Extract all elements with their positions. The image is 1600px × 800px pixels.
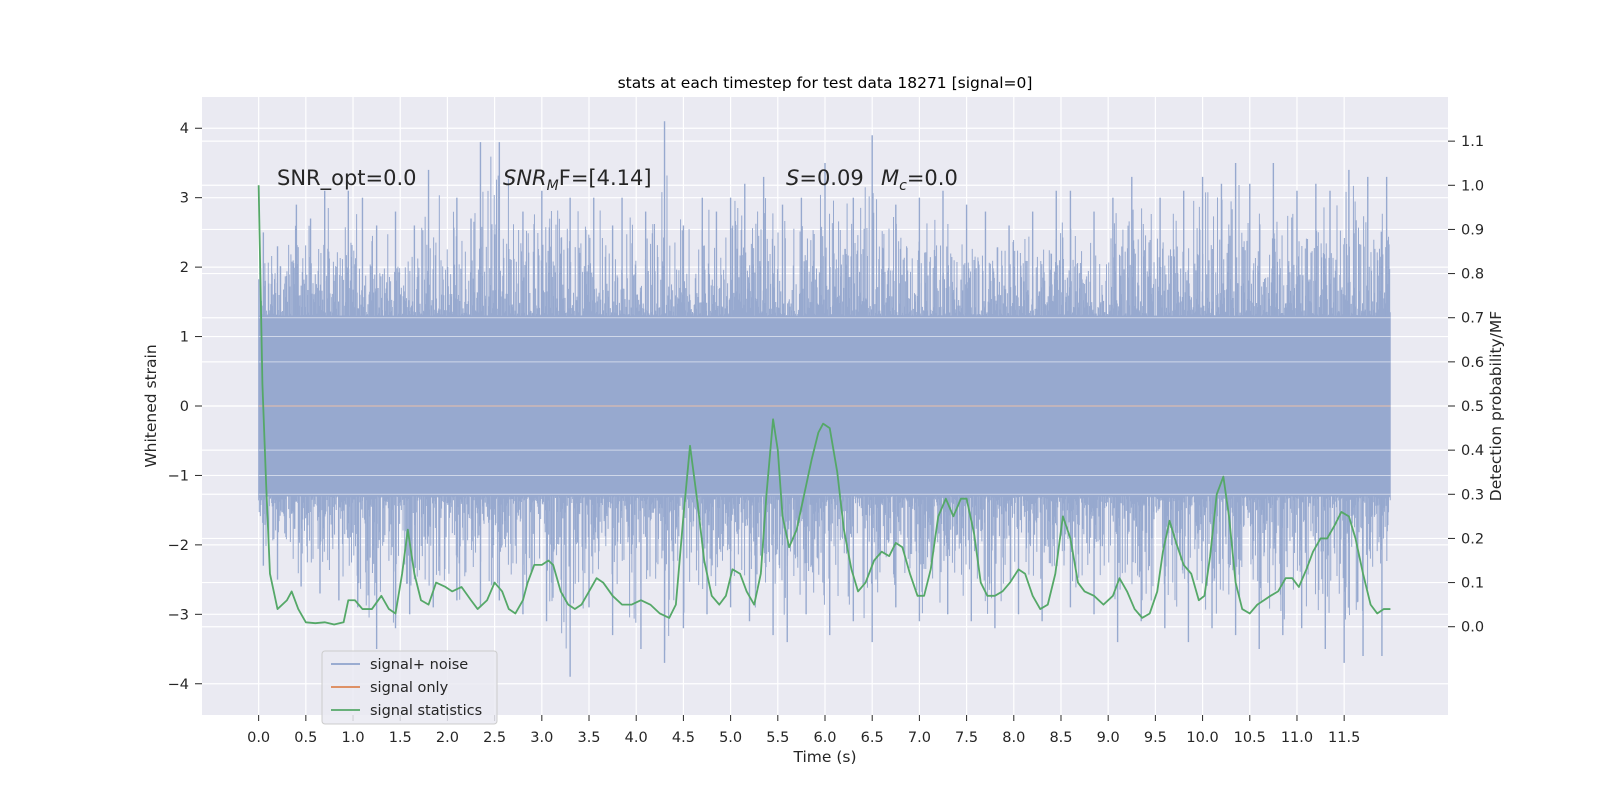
signal-statistics-line [257, 185, 1391, 626]
annotation-snr-opt: SNR_opt=0.0 [277, 166, 417, 191]
y-axis-right-label: Detection probability/MF [1487, 311, 1505, 502]
y-right-tick-label: 0.2 [1461, 531, 1484, 547]
x-tick-label: 3.5 [577, 730, 600, 746]
y-right-tick-label: 0.7 [1461, 311, 1484, 327]
x-axis-label: Time (s) [792, 748, 856, 766]
y-axis-right-ticks: 1.1 1.0 0.9 0.8 0.7 0.6 0.5 0.4 0.3 0.2 0.1 0.0 [1448, 134, 1484, 636]
y-right-tick-label: 0.5 [1461, 399, 1484, 415]
y-right-tick-label: 0.6 [1461, 355, 1484, 371]
y-tick-label: 4 [180, 121, 189, 137]
y-tick-label: −3 [168, 607, 189, 623]
legend: signal+ noise signal only signal statist… [321, 650, 498, 725]
annotation-mc-sub: c [899, 178, 907, 194]
x-tick-label: 0.0 [247, 730, 270, 746]
x-tick-label: 9.0 [1097, 730, 1120, 746]
legend-label-signal-statistics: signal statistics [370, 703, 482, 719]
annotation-mc-value: Mc=0.0 [881, 166, 958, 194]
x-tick-label: 4.0 [625, 730, 648, 746]
x-tick-label: 1.0 [341, 730, 364, 746]
chart-title: stats at each timestep for test data 182… [618, 74, 1033, 92]
y-tick-label: 1 [180, 330, 189, 346]
y-axis-left-label: Whitened strain [142, 344, 160, 467]
y-right-tick-label: 1.0 [1461, 178, 1484, 194]
x-tick-label: 5.5 [766, 730, 789, 746]
x-tick-label: 8.0 [1002, 730, 1025, 746]
x-tick-label: 11.0 [1281, 730, 1313, 746]
legend-label-signal-only: signal only [370, 680, 449, 696]
y-axis-left-ticks: 4 3 2 1 0 −1 −2 −3 −4 [168, 121, 202, 693]
legend-frame [321, 650, 498, 725]
x-tick-label: 7.0 [908, 730, 931, 746]
annotation-s-value: S=0.09 [786, 166, 864, 190]
x-tick-label: 9.5 [1144, 730, 1167, 746]
x-tick-label: 5.0 [719, 730, 742, 746]
series-signal-plus-noise [258, 121, 1391, 677]
annotation-snr-mf-sub: M [547, 178, 559, 194]
y-right-tick-label: 0.8 [1461, 267, 1484, 283]
x-tick-label: 7.5 [955, 730, 978, 746]
x-tick-label: 2.5 [483, 730, 506, 746]
noise-spikes [258, 156, 1391, 651]
y-right-tick-label: 0.1 [1461, 576, 1484, 592]
y-tick-label: −1 [168, 468, 189, 484]
y-tick-label: 2 [180, 260, 189, 276]
y-right-tick-label: 0.4 [1461, 443, 1484, 459]
y-right-tick-label: 0.3 [1461, 487, 1484, 503]
annotation-snr-mf: SNRMF=[4.14] [503, 166, 652, 194]
y-tick-label: 3 [180, 191, 189, 207]
x-tick-label: 6.0 [813, 730, 836, 746]
x-tick-label: 10.0 [1186, 730, 1218, 746]
annotation-mc-main: M [881, 166, 899, 190]
x-tick-label: 6.5 [861, 730, 884, 746]
annotation-snr-mf-main: SNR [503, 166, 547, 190]
y-right-tick-label: 0.0 [1461, 620, 1484, 636]
x-tick-label: 11.5 [1328, 730, 1360, 746]
annotation-mc-rest: =0.0 [907, 166, 958, 190]
x-tick-label: 4.5 [672, 730, 695, 746]
x-tick-label: 3.0 [530, 730, 553, 746]
legend-label-signal-plus-noise: signal+ noise [370, 657, 468, 673]
x-tick-label: 2.0 [436, 730, 459, 746]
y-right-tick-label: 0.9 [1461, 222, 1484, 238]
y-tick-label: −4 [168, 677, 189, 693]
x-tick-label: 0.5 [294, 730, 317, 746]
x-axis-ticks: 0.0 0.5 1.0 1.5 2.0 2.5 3.0 3.5 4.0 4.5 5.0 5.5 6.0 6… [247, 715, 1360, 746]
annotation-snr-mf-rest: F=[4.14] [559, 166, 652, 190]
x-tick-label: 8.5 [1049, 730, 1072, 746]
annotation-s-rest: =0.09 [799, 166, 863, 190]
y-right-tick-label: 1.1 [1461, 134, 1484, 150]
y-tick-label: 0 [180, 399, 189, 415]
series-signal-statistics [257, 185, 1391, 626]
x-tick-label: 10.5 [1234, 730, 1266, 746]
x-tick-label: 1.5 [389, 730, 412, 746]
y-tick-label: −2 [168, 538, 189, 554]
annotation-s-main: S [786, 166, 799, 190]
